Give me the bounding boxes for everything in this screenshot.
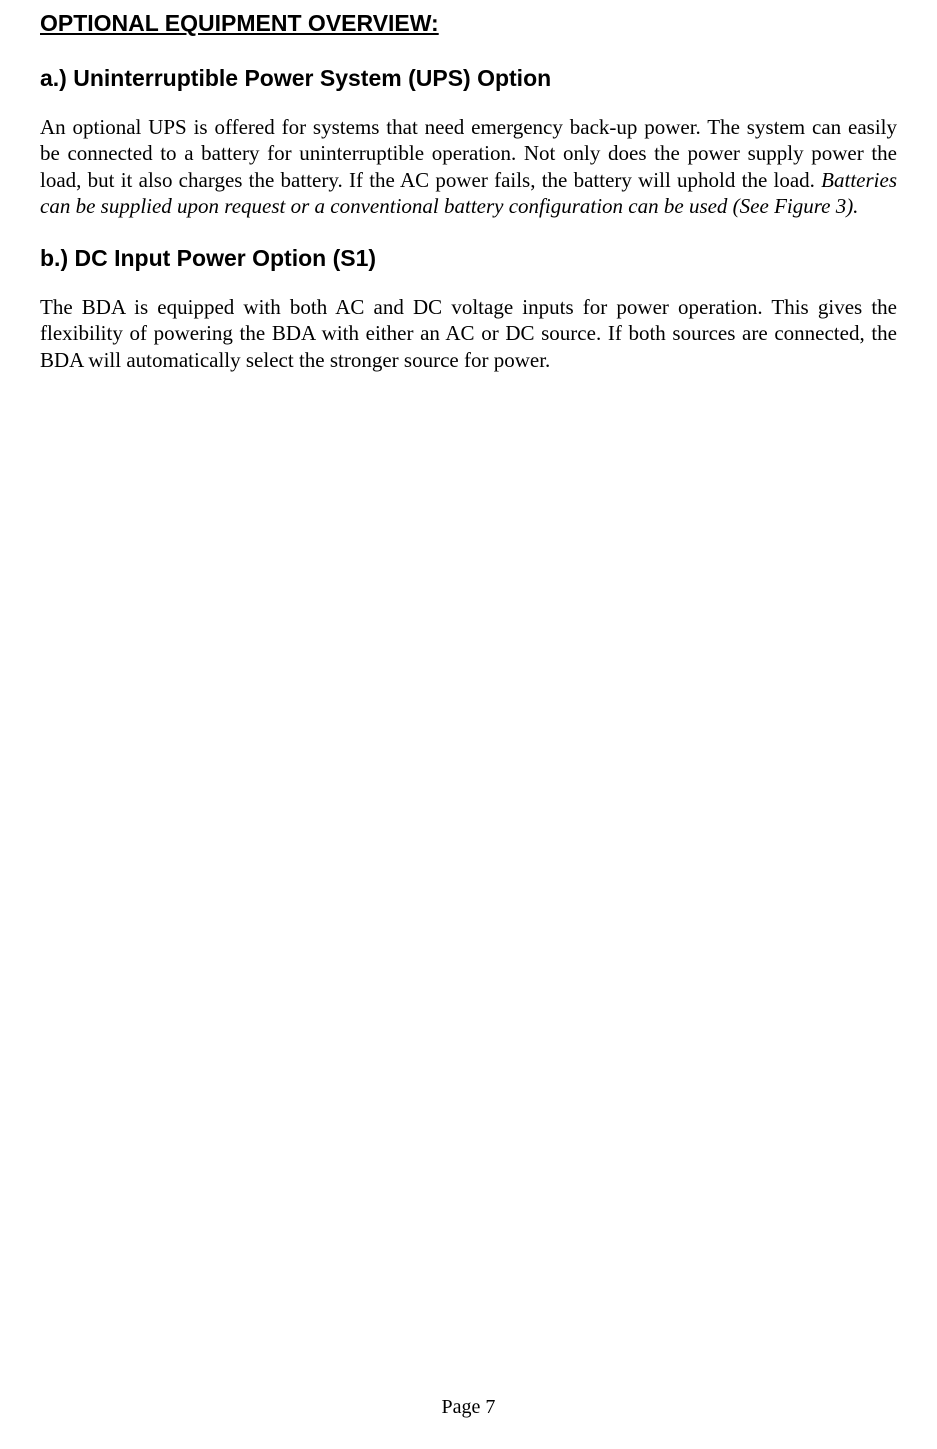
subsection-b-heading: b.) DC Input Power Option (S1)	[40, 245, 897, 272]
subsection-b-body-plain: The BDA is equipped with both AC and DC …	[40, 295, 897, 372]
page-footer: Page 7	[0, 1396, 937, 1419]
subsection-a-body-plain: An optional UPS is offered for systems t…	[40, 115, 897, 192]
subsection-a-body: An optional UPS is offered for systems t…	[40, 114, 897, 219]
subsection-b-body: The BDA is equipped with both AC and DC …	[40, 294, 897, 373]
subsection-a-heading: a.) Uninterruptible Power System (UPS) O…	[40, 65, 897, 92]
section-title: OPTIONAL EQUIPMENT OVERVIEW:	[40, 10, 897, 37]
